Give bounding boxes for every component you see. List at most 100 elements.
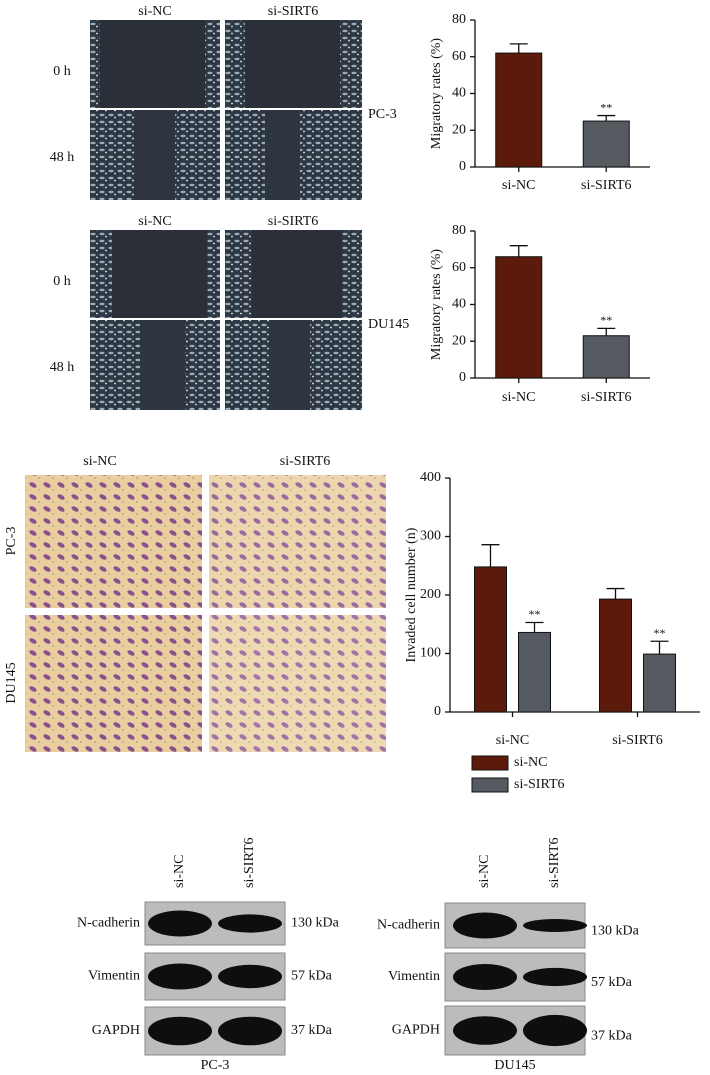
error-bar [597,327,616,336]
legend-swatch [471,755,509,771]
error-bar [525,621,544,633]
blot-band [148,1016,212,1046]
lane-label: si-NC [172,855,187,888]
size-label: 130 kDa [591,924,640,939]
wound-gap [135,110,175,200]
row-label: PC-3 [4,527,19,556]
y-tick-label: 20 [452,333,466,348]
wound-gap [100,20,205,108]
blot-band [523,919,587,932]
row-label: 48 h [50,360,75,375]
blot-band [453,912,517,939]
y-axis-label: Migratory rates (%) [429,249,444,361]
protein-label: GAPDH [92,1023,140,1038]
y-tick-label: 400 [420,470,441,485]
protein-label: GAPDH [392,1023,440,1038]
lane-label: si-SIRT6 [242,838,257,889]
x-tick-label: si-NC [496,733,529,748]
error-bar [481,544,500,567]
y-tick-label: 60 [452,49,466,64]
bar [582,120,630,168]
bar [643,653,676,713]
y-tick-label: 40 [452,86,466,101]
bar [599,598,632,713]
y-axis-label: Invaded cell number (n) [404,527,419,662]
y-tick-label: 200 [420,587,441,602]
wound-gap [252,230,342,318]
error-bar [597,114,616,122]
blot-band [148,910,212,937]
blot-band [523,1014,587,1047]
x-tick-label: si-NC [502,390,535,405]
transwell-image [25,615,202,752]
bar [518,631,551,713]
row-label: 0 h [53,274,71,289]
blot-band [218,1016,282,1046]
lane-label: si-SIRT6 [547,838,562,889]
error-bar [509,43,528,54]
significance: ** [654,626,666,640]
cell-label: DU145 [494,1058,535,1073]
wound-gap [112,230,207,318]
y-tick-label: 80 [452,223,466,238]
legend-swatch [471,777,509,793]
legend-label: si-NC [514,755,547,770]
size-label: 130 kDa [291,916,340,931]
x-tick-label: si-SIRT6 [612,733,663,748]
size-label: 57 kDa [591,975,633,990]
row-label: DU145 [4,662,19,703]
blot-band [218,914,282,933]
y-tick-label: 0 [459,159,466,174]
wound-gap [140,320,185,410]
error-bar [509,245,528,257]
y-tick-label: 60 [452,260,466,275]
x-tick-label: si-SIRT6 [581,178,632,193]
column-label: si-SIRT6 [280,454,331,469]
blot-band [218,964,282,989]
y-tick-label: 40 [452,297,466,312]
x-tick-label: si-SIRT6 [581,390,632,405]
y-tick-label: 100 [420,646,441,661]
y-tick-label: 0 [434,704,441,719]
error-bar [650,640,669,655]
significance: ** [529,607,541,621]
blot-band [453,964,517,990]
bar [582,335,630,379]
significance: ** [600,313,612,327]
x-tick-label: si-NC [502,178,535,193]
wound-gap [265,110,300,200]
row-label: 48 h [50,150,75,165]
size-label: 37 kDa [291,1023,333,1038]
blot-band [148,963,212,990]
error-bar [606,587,625,600]
protein-label: N-cadherin [377,918,440,933]
y-tick-label: 20 [452,122,466,137]
y-tick-label: 80 [452,12,466,27]
bar [474,566,507,713]
bar [495,52,543,168]
column-label: si-NC [83,454,116,469]
y-tick-label: 0 [459,370,466,385]
size-label: 57 kDa [291,969,333,984]
transwell-image [25,475,202,608]
image-panels [25,20,386,752]
y-axis-label: Migratory rates (%) [429,38,444,150]
cell-label: PC-3 [368,107,397,122]
y-tick-label: 300 [420,529,441,544]
row-label: 0 h [53,64,71,79]
protein-label: Vimentin [88,969,140,984]
cell-label: DU145 [368,317,409,332]
blot-band [453,1016,517,1045]
legend-label: si-SIRT6 [514,777,565,792]
blot-band [523,967,587,987]
column-label: si-NC [138,4,171,19]
lane-label: si-NC [477,855,492,888]
cell-label: PC-3 [201,1058,230,1073]
significance: ** [600,100,612,114]
transwell-image [209,475,386,608]
column-label: si-SIRT6 [268,4,319,19]
wound-gap [270,320,310,410]
wound-gap [245,20,340,108]
protein-label: N-cadherin [77,916,140,931]
